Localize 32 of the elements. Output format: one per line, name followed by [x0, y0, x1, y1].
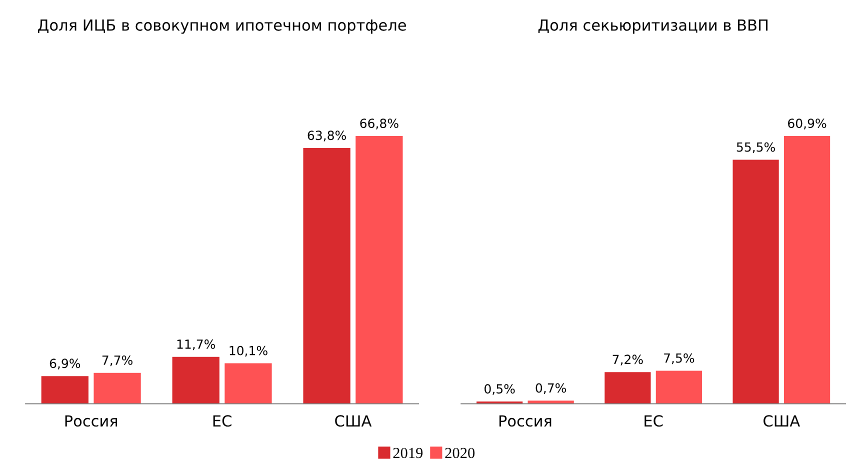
chart-title: Доля ИЦБ в совокупном ипотечном портфеле	[38, 19, 406, 34]
data-label: 0,7%	[536, 383, 566, 394]
x-tick-label: ЕС	[213, 415, 232, 427]
bar	[356, 136, 403, 404]
legend-label: 2020	[445, 448, 475, 458]
bar	[172, 356, 220, 404]
data-label: 6,9%	[50, 358, 80, 370]
data-label: 10,1%	[230, 346, 268, 357]
bar	[784, 136, 830, 404]
x-tick-label: ЕС	[644, 415, 663, 427]
data-label: 66,8%	[360, 118, 398, 130]
legend-label: 2019	[393, 448, 423, 458]
data-label: 7,2%	[612, 354, 643, 366]
x-tick-label: Россия	[65, 415, 118, 427]
chart-title: Доля секьюритизации в ВВП	[538, 19, 768, 34]
bar	[732, 160, 779, 404]
bar	[224, 363, 272, 404]
bar	[94, 372, 141, 404]
data-label: 60,9%	[788, 118, 826, 130]
data-label: 7,7%	[102, 355, 132, 366]
bar	[656, 370, 702, 404]
x-tick-label: США	[764, 415, 800, 427]
data-label: 7,5%	[664, 353, 694, 364]
x-tick-label: Россия	[499, 415, 552, 427]
data-label: 63,8%	[308, 130, 346, 142]
bar	[41, 376, 88, 404]
x-tick-label: США	[335, 415, 372, 427]
data-label: 55,5%	[736, 142, 775, 154]
data-label: 0,5%	[484, 384, 515, 395]
data-label: 11,7%	[177, 339, 216, 350]
bar	[604, 372, 651, 404]
bar	[303, 148, 350, 404]
